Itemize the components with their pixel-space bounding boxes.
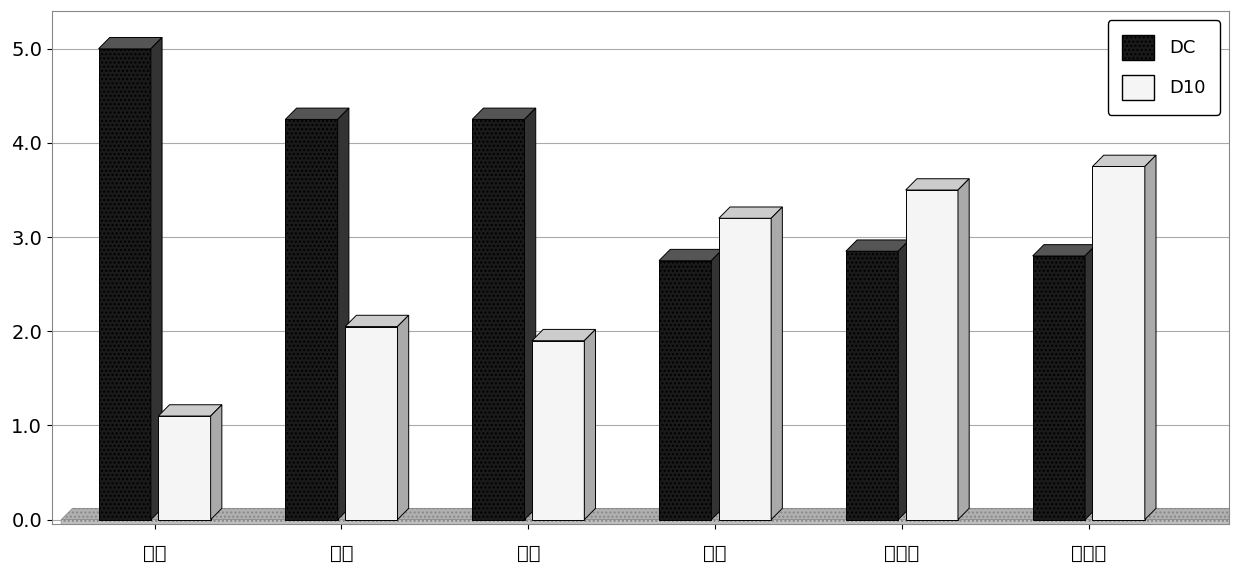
Polygon shape bbox=[211, 405, 222, 520]
Polygon shape bbox=[846, 240, 909, 251]
Polygon shape bbox=[61, 508, 1240, 520]
Polygon shape bbox=[1092, 167, 1145, 520]
Polygon shape bbox=[337, 108, 348, 520]
Polygon shape bbox=[1145, 155, 1156, 520]
Polygon shape bbox=[959, 179, 970, 520]
Polygon shape bbox=[898, 240, 909, 520]
Polygon shape bbox=[658, 249, 723, 261]
Polygon shape bbox=[1092, 155, 1156, 167]
Polygon shape bbox=[98, 37, 162, 49]
Polygon shape bbox=[1033, 245, 1096, 256]
Polygon shape bbox=[159, 405, 222, 416]
Polygon shape bbox=[525, 108, 536, 520]
Polygon shape bbox=[712, 249, 723, 520]
Polygon shape bbox=[472, 119, 525, 520]
Polygon shape bbox=[285, 108, 348, 119]
Polygon shape bbox=[846, 251, 898, 520]
Polygon shape bbox=[532, 329, 595, 341]
Polygon shape bbox=[1085, 245, 1096, 520]
Polygon shape bbox=[1033, 256, 1085, 520]
Polygon shape bbox=[719, 207, 782, 218]
Polygon shape bbox=[151, 37, 162, 520]
Polygon shape bbox=[159, 416, 211, 520]
Polygon shape bbox=[584, 329, 595, 520]
Polygon shape bbox=[719, 218, 771, 520]
Polygon shape bbox=[345, 315, 409, 327]
Polygon shape bbox=[905, 179, 970, 190]
Polygon shape bbox=[345, 327, 398, 520]
Polygon shape bbox=[61, 508, 1240, 531]
Polygon shape bbox=[98, 49, 151, 520]
Polygon shape bbox=[532, 341, 584, 520]
Legend: DC, D10: DC, D10 bbox=[1107, 20, 1220, 115]
Polygon shape bbox=[771, 207, 782, 520]
Polygon shape bbox=[285, 119, 337, 520]
Polygon shape bbox=[472, 108, 536, 119]
Polygon shape bbox=[905, 190, 959, 520]
Polygon shape bbox=[398, 315, 409, 520]
Polygon shape bbox=[658, 261, 712, 520]
